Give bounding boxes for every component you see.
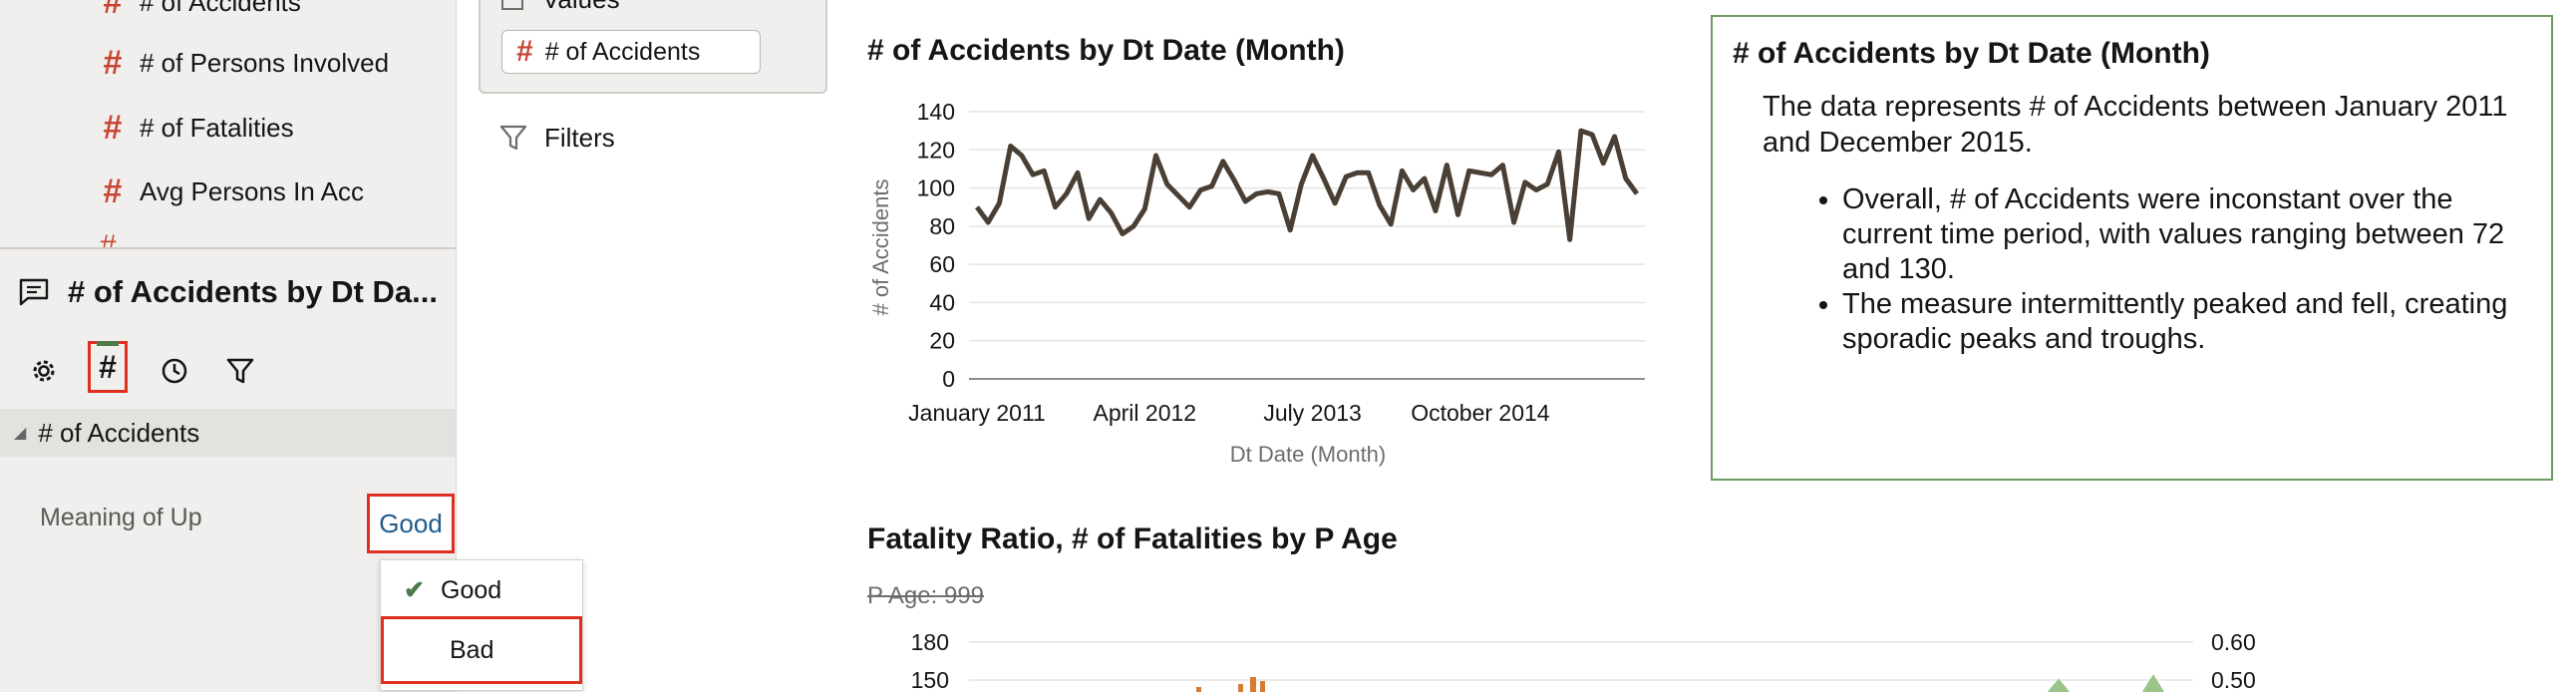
- section-header[interactable]: ◢ # of Accidents: [0, 409, 456, 457]
- bar-mark: [1260, 681, 1265, 692]
- values-pill[interactable]: # # of Accidents: [501, 30, 761, 74]
- left-panel: # # of Accidents # # of Persons Involved…: [0, 0, 457, 692]
- chart-title: # of Accidents by Dt Date (Month): [867, 34, 1345, 67]
- field-label: Avg Persons In Acc: [140, 175, 364, 206]
- y-tick-label: 0: [942, 366, 955, 392]
- y2-tick-label: 0.50: [2211, 667, 2256, 692]
- narrative-bullet: The measure intermittently peaked and fe…: [1842, 287, 2540, 357]
- narrative-bullets: Overall, # of Accidents were inconstant …: [1763, 182, 2540, 357]
- field-label: # of Accidents: [140, 0, 301, 17]
- hash-icon: #: [99, 348, 117, 385]
- hash-icon: #: [103, 108, 123, 147]
- values-label: Values: [542, 0, 620, 15]
- narrative-bullet: Overall, # of Accidents were inconstant …: [1842, 182, 2540, 287]
- narrative-panel[interactable]: # of Accidents by Dt Date (Month) The da…: [1711, 15, 2553, 481]
- area-mark: [2048, 674, 2164, 692]
- meaning-of-up-label: Meaning of Up: [40, 504, 202, 531]
- hash-icon: #: [103, 172, 123, 210]
- bar-mark: [1196, 687, 1201, 692]
- active-tab-indicator: [97, 341, 119, 346]
- x-tick-label: April 2012: [1094, 400, 1197, 426]
- filter-chip-label: P Age:: [867, 582, 938, 609]
- clock-icon[interactable]: [155, 351, 194, 391]
- y-tick-label: 20: [929, 328, 955, 354]
- dropdown-option-label: Bad: [450, 635, 494, 664]
- filters-drop-zone[interactable]: Filters: [498, 118, 615, 158]
- y-tick-label: 100: [917, 175, 955, 201]
- x-tick-label: October 2014: [1411, 400, 1550, 426]
- dropdown-option-label: Good: [441, 575, 502, 604]
- filter-icon: [499, 125, 527, 151]
- dropdown-option-good[interactable]: ✔ Good: [381, 562, 582, 618]
- accidents-line-chart[interactable]: 0 20 40 60 80 100 120 140 January 2011 April 201…: [857, 90, 1675, 479]
- x-tick-label: January 2011: [908, 400, 1046, 426]
- chart-title: Fatality Ratio, # of Fatalities by P Age: [867, 522, 1398, 555]
- viz-title: # of Accidents by Dt Da...: [68, 274, 438, 309]
- field-label: # of Persons Involved: [140, 47, 390, 78]
- hash-icon: #: [516, 35, 533, 68]
- hash-icon: #: [103, 43, 123, 82]
- field-item[interactable]: # # of Accidents: [100, 0, 301, 22]
- filter-chip-value: 999: [943, 582, 985, 609]
- x-tick-label: July 2013: [1263, 400, 1361, 426]
- chart-filter-chip[interactable]: P Age: 999: [867, 582, 984, 610]
- y-tick-label: 60: [929, 251, 955, 277]
- check-icon: ✔: [404, 576, 425, 604]
- field-item[interactable]: # Avg Persons In Acc: [100, 172, 364, 211]
- viz-title-row: # of Accidents by Dt Da...: [18, 267, 438, 317]
- y-tick-label: 180: [911, 629, 949, 655]
- values-pill-label: # of Accidents: [544, 37, 701, 66]
- fatality-combo-chart[interactable]: 180 150 0.60 0.50: [857, 618, 2293, 692]
- y-tick-label: 140: [917, 99, 955, 125]
- field-item[interactable]: # # of Persons Involved: [100, 43, 390, 83]
- filter-icon[interactable]: [220, 351, 260, 391]
- y-axis-title: # of Accidents: [868, 179, 893, 316]
- values-icon: [501, 0, 523, 10]
- dropdown-option-bad[interactable]: Bad: [381, 616, 582, 684]
- panel-divider: [0, 247, 456, 249]
- meaning-of-up-value[interactable]: Good: [367, 494, 455, 553]
- y-tick-label: 40: [929, 289, 955, 315]
- narrative-title: # of Accidents by Dt Date (Month): [1733, 37, 2210, 70]
- bar-mark: [1250, 677, 1256, 692]
- meaning-dropdown: ✔ Good Bad: [380, 559, 583, 691]
- hash-icon-partial: #: [100, 231, 130, 247]
- y2-tick-label: 0.60: [2211, 629, 2256, 655]
- y-tick-label: 150: [911, 667, 949, 692]
- y-tick-label: 120: [917, 137, 955, 163]
- y-tick-label: 80: [929, 213, 955, 239]
- hash-icon: #: [103, 0, 123, 21]
- series-line: [974, 128, 1640, 242]
- field-item[interactable]: # # of Fatalities: [100, 108, 294, 148]
- comment-icon: [19, 278, 49, 306]
- collapse-triangle-icon[interactable]: ◢: [14, 425, 27, 442]
- narrative-intro: The data represents # of Accidents betwe…: [1763, 91, 2508, 159]
- section-header-label: # of Accidents: [38, 417, 200, 448]
- filters-label: Filters: [544, 122, 615, 153]
- gear-icon[interactable]: [24, 351, 64, 391]
- x-axis-title: Dt Date (Month): [1230, 442, 1387, 467]
- bar-mark: [1238, 684, 1243, 692]
- field-label: # of Fatalities: [140, 112, 294, 143]
- hash-tab[interactable]: #: [88, 341, 128, 393]
